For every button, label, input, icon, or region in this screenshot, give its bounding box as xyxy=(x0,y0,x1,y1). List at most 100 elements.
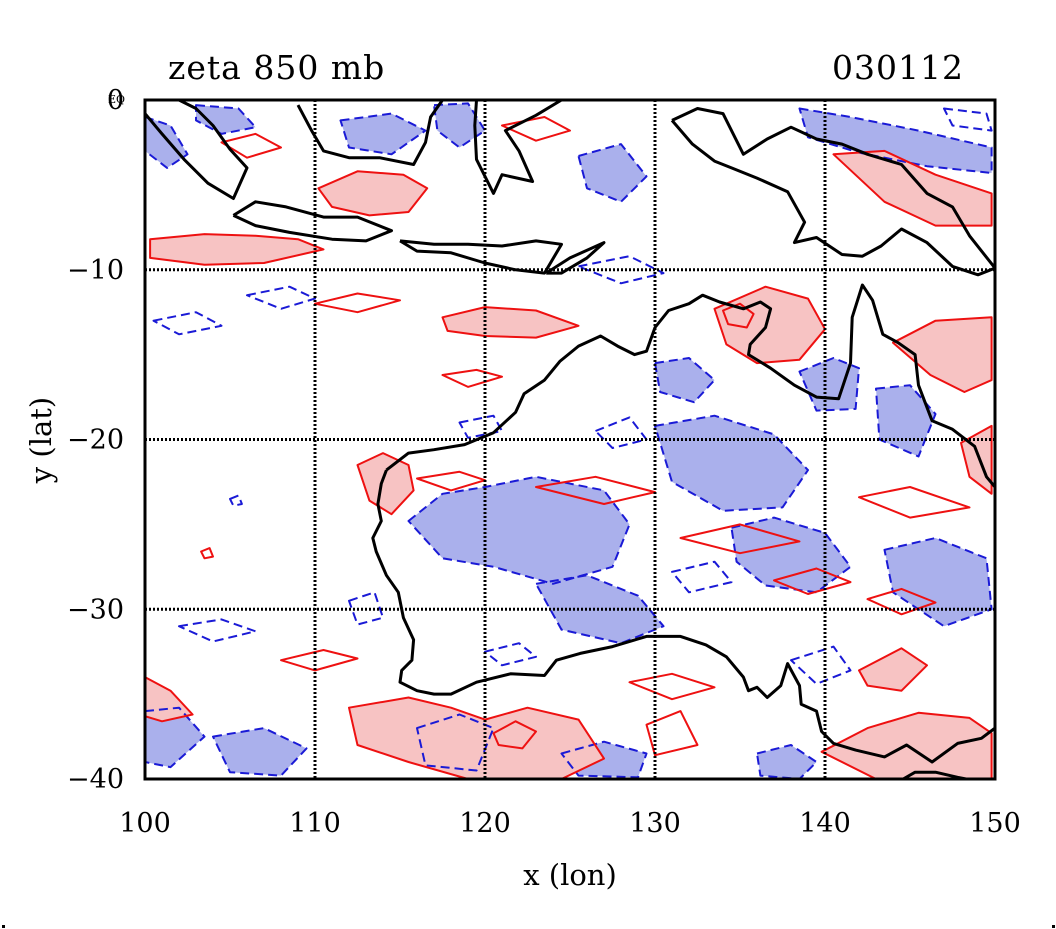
positive-contour xyxy=(960,424,993,495)
negative-contour xyxy=(339,112,427,156)
negative-contour xyxy=(943,107,993,132)
positive-region-fill xyxy=(318,171,428,216)
y-tick-label: −20 xyxy=(67,425,124,456)
negative-contour xyxy=(433,102,486,149)
positive-contour xyxy=(317,170,429,217)
positive-contour xyxy=(501,116,571,142)
negative-contour xyxy=(212,727,308,777)
positive-region-fill xyxy=(150,234,324,265)
negative-contour xyxy=(577,255,665,285)
negative-vorticity-contours xyxy=(145,102,993,779)
positive-contour xyxy=(200,547,214,560)
positive-contour xyxy=(492,720,537,750)
negative-region-fill xyxy=(884,538,992,627)
x-tick-label: 100 xyxy=(119,808,171,839)
negative-contour xyxy=(246,285,316,310)
negative-region-fill xyxy=(145,707,205,768)
coastline-timor xyxy=(545,241,606,275)
positive-contour xyxy=(149,233,325,266)
positive-contour xyxy=(348,696,605,779)
negative-contour xyxy=(654,414,809,512)
positive-contour xyxy=(858,647,928,692)
negative-contour xyxy=(348,591,384,626)
negative-region-fill xyxy=(578,144,647,202)
x-axis-ticks: 100 110 120 130 140 150 xyxy=(119,808,1021,839)
positive-contour xyxy=(679,523,801,555)
plot-frame xyxy=(143,98,997,781)
negative-contour xyxy=(560,740,648,779)
negative-region-fill xyxy=(145,117,188,168)
negative-region-fill xyxy=(655,358,715,403)
x-tick-label: 120 xyxy=(459,808,511,839)
negative-contour xyxy=(229,494,243,507)
positive-contour xyxy=(220,132,282,159)
negative-region-fill xyxy=(799,108,992,173)
x-tick-label: 130 xyxy=(629,808,681,839)
x-tick-label: 110 xyxy=(289,808,341,839)
positive-region-fill xyxy=(893,317,992,392)
positive-contour xyxy=(722,302,755,329)
coastline-sulawesi xyxy=(473,100,563,195)
negative-contour xyxy=(671,560,733,594)
positive-region-fill xyxy=(859,648,927,691)
negative-region-fill xyxy=(757,745,817,779)
positive-contour xyxy=(628,672,716,701)
y-axis-label: y (lat) xyxy=(24,397,58,484)
negative-contour xyxy=(730,516,852,594)
negative-contour xyxy=(654,357,716,404)
negative-region-fill xyxy=(536,575,664,644)
positive-contour xyxy=(820,711,993,779)
negative-region-fill xyxy=(434,103,485,148)
y-axis-ticks: 0 −10 −20 −30 −40 xyxy=(67,85,124,795)
corner-dot xyxy=(1052,925,1055,928)
negative-contour xyxy=(458,414,503,439)
chart-date-code: 030112 xyxy=(832,48,964,87)
positive-contour xyxy=(145,676,194,723)
negative-contour xyxy=(178,618,257,643)
positive-contour xyxy=(356,452,415,516)
negative-contour xyxy=(407,475,631,585)
plot-area xyxy=(145,100,995,779)
coastline-java xyxy=(232,200,393,243)
negative-contour xyxy=(484,642,537,667)
positive-contour xyxy=(892,316,993,393)
positive-region-fill xyxy=(442,307,579,338)
negative-contour xyxy=(195,104,257,135)
positive-contour xyxy=(832,149,993,227)
equator-mark: EQ xyxy=(108,93,125,106)
positive-contour xyxy=(773,567,852,595)
negative-contour xyxy=(535,574,665,645)
positive-contour xyxy=(441,368,503,388)
positive-region-fill xyxy=(357,453,414,515)
y-tick-label: −10 xyxy=(67,255,124,286)
positive-contour xyxy=(314,292,401,314)
negative-contour xyxy=(875,384,937,458)
negative-region-fill xyxy=(408,476,630,584)
negative-contour xyxy=(798,107,993,174)
negative-contour xyxy=(145,706,206,769)
x-axis-label: x (lon) xyxy=(523,858,617,892)
y-tick-label: −30 xyxy=(67,594,124,625)
positive-contour xyxy=(645,710,699,757)
lat-lon-grid xyxy=(145,100,995,779)
positive-contour xyxy=(858,486,971,519)
coastline-lesser-sunda xyxy=(399,239,563,275)
negative-contour xyxy=(152,311,223,336)
coastline-sumatra xyxy=(145,100,249,200)
corner-dot xyxy=(2,925,5,928)
negative-region-fill xyxy=(731,517,851,593)
coastline-australia xyxy=(371,283,995,764)
positive-contour xyxy=(280,649,359,672)
negative-contour xyxy=(798,357,860,412)
negative-contour xyxy=(577,143,648,203)
y-tick-label: −40 xyxy=(67,764,124,795)
negative-contour xyxy=(790,645,852,685)
negative-contour xyxy=(756,744,818,779)
negative-region-fill xyxy=(213,728,307,776)
negative-contour xyxy=(145,116,189,169)
positive-contour xyxy=(441,306,580,339)
positive-region-fill xyxy=(145,677,193,722)
negative-region-fill xyxy=(340,113,426,155)
x-tick-label: 140 xyxy=(799,808,851,839)
